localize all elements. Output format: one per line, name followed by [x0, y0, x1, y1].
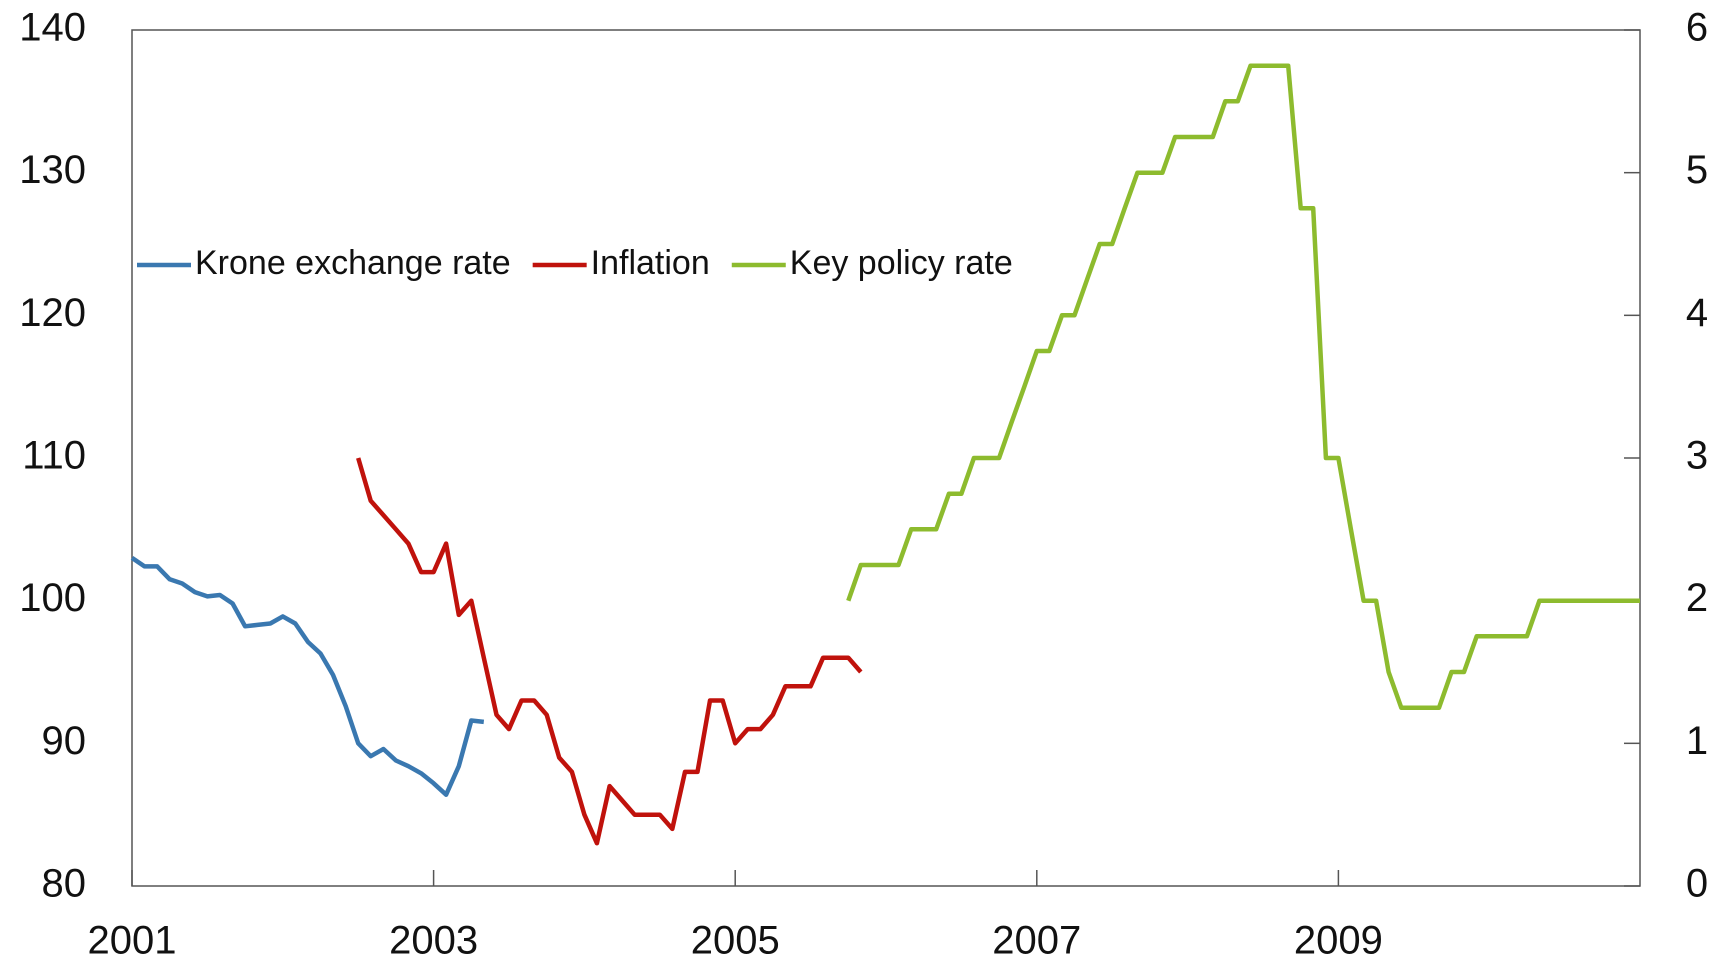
y-tick-label: 130 [19, 148, 86, 192]
x-tick-label: 2001 [88, 919, 177, 963]
y2-tick-label: 3 [1686, 434, 1708, 478]
y2-tick-label: 5 [1686, 148, 1708, 192]
series-line [130, 556, 485, 797]
x-tick-label: 2007 [992, 919, 1081, 963]
legend-label: Key policy rate [790, 244, 1013, 282]
series-line [356, 457, 863, 846]
x-tick-label: 2005 [691, 919, 780, 963]
y-tick-label: 100 [19, 576, 86, 620]
y-tick-label: 120 [19, 291, 86, 335]
y-tick-label: 110 [22, 434, 86, 478]
y2-tick-label: 1 [1686, 719, 1708, 763]
y-tick-label: 90 [42, 719, 87, 763]
legend-label: Inflation [591, 244, 710, 282]
y-tick-label: 140 [19, 6, 86, 50]
series-line [846, 63, 1640, 710]
y2-tick-label: 0 [1686, 862, 1708, 906]
x-tick-label: 2003 [389, 919, 478, 963]
y2-tick-label: 4 [1686, 291, 1708, 335]
x-tick-label: 2009 [1294, 919, 1383, 963]
legend-label: Krone exchange rate [195, 244, 511, 282]
y2-tick-label: 6 [1686, 6, 1708, 50]
y-tick-label: 80 [42, 862, 87, 906]
y2-tick-label: 2 [1686, 576, 1708, 620]
